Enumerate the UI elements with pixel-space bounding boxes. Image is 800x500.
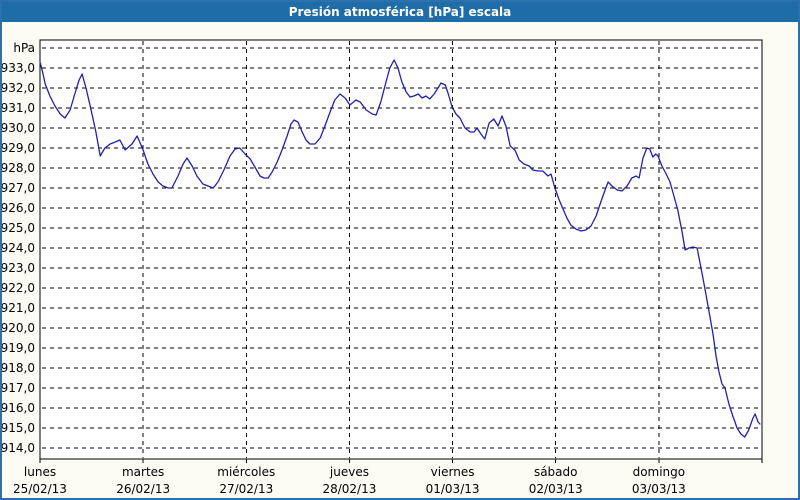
day-name-label: martes [122,465,164,479]
day-name-label: domingo [633,465,686,479]
y-tick-label: 932,0 [1,81,35,95]
y-tick-label: 926,0 [1,201,35,215]
day-date-label: 27/02/13 [219,482,273,496]
plot-frame [39,39,763,460]
y-tick-label: 917,0 [1,381,35,395]
day-name-label: viernes [431,465,475,479]
day-date-label: 26/02/13 [116,482,170,496]
y-tick-label: 925,0 [1,221,35,235]
y-tick-label: 916,0 [1,401,35,415]
day-name-label: miércoles [217,465,275,479]
y-tick-label: 924,0 [1,241,35,255]
day-name-label: jueves [329,465,369,479]
y-tick-label: 929,0 [1,141,35,155]
y-tick-label: 919,0 [1,341,35,355]
pressure-line [39,59,761,438]
y-tick-label: 928,0 [1,161,35,175]
day-date-label: 25/02/13 [13,482,67,496]
day-name-label: sábado [534,465,578,479]
y-tick-label: 931,0 [1,101,35,115]
y-tick-label: 914,0 [1,441,35,455]
y-tick-label: 921,0 [1,301,35,315]
day-name-label: lunes [24,465,56,479]
y-tick-label: 923,0 [1,261,35,275]
y-tick-label: 922,0 [1,281,35,295]
day-date-label: 28/02/13 [322,482,376,496]
y-tick-label: 918,0 [1,361,35,375]
y-tick-label: 930,0 [1,121,35,135]
y-tick-label: 933,0 [1,61,35,75]
y-tick-label: 920,0 [1,321,35,335]
chart-title: Presión atmosférica [hPa] escala [288,5,512,19]
day-date-label: 03/03/13 [632,482,686,496]
y-tick-label: 915,0 [1,421,35,435]
day-date-label: 02/03/13 [529,482,583,496]
y-axis-unit-label: hPa [13,41,35,55]
y-tick-label: 927,0 [1,181,35,195]
day-date-label: 01/03/13 [426,482,480,496]
title-bar: Presión atmosférica [hPa] escala [2,2,798,22]
plot-area [40,40,762,459]
